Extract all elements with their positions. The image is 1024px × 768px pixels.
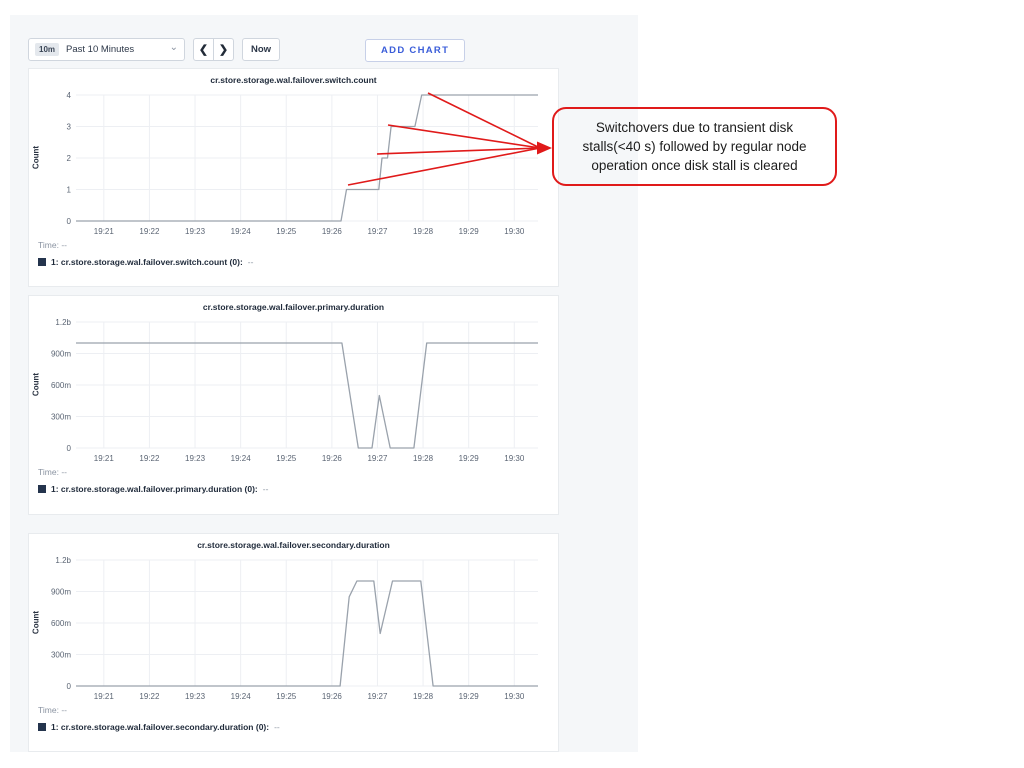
chart-title: cr.store.storage.wal.failover.primary.du…	[202, 302, 385, 312]
time-range-badge: 10m	[35, 43, 60, 56]
svg-text:19:29: 19:29	[459, 692, 480, 701]
legend-swatch	[38, 723, 46, 731]
switch-count-chart[interactable]: 19:21 19:22 19:23 19:24 19:25 19:26 19:27 19:28…	[29, 87, 558, 239]
svg-text:19:23: 19:23	[185, 692, 206, 701]
legend-row: 1: cr.store.storage.wal.failover.switch.…	[38, 257, 558, 267]
legend-row: 1: cr.store.storage.wal.failover.seconda…	[38, 722, 558, 732]
time-nav-group: ❮ ❯	[193, 38, 234, 61]
svg-text:19:30: 19:30	[504, 692, 525, 701]
legend-swatch	[38, 485, 46, 493]
annotation-text: Switchovers due to transient disk stalls…	[582, 119, 807, 174]
svg-text:19:21: 19:21	[94, 692, 115, 701]
next-time-button[interactable]: ❯	[213, 38, 234, 61]
svg-text:1: 1	[67, 186, 72, 195]
svg-text:19:24: 19:24	[231, 227, 252, 236]
svg-text:900m: 900m	[51, 350, 71, 359]
time-readout: Time: --	[38, 705, 67, 715]
svg-text:19:26: 19:26	[322, 454, 343, 463]
svg-text:19:25: 19:25	[276, 227, 297, 236]
svg-text:19:25: 19:25	[276, 692, 297, 701]
svg-text:19:27: 19:27	[367, 692, 388, 701]
svg-text:19:27: 19:27	[367, 454, 388, 463]
annotation-callout: Switchovers due to transient disk stalls…	[552, 107, 837, 186]
y-axis-label: Count	[31, 145, 41, 170]
svg-text:19:30: 19:30	[504, 227, 525, 236]
svg-text:19:21: 19:21	[94, 454, 115, 463]
svg-text:300m: 300m	[51, 651, 71, 660]
svg-text:19:29: 19:29	[459, 454, 480, 463]
svg-text:19:23: 19:23	[185, 454, 206, 463]
svg-text:19:25: 19:25	[276, 454, 297, 463]
svg-text:19:28: 19:28	[413, 692, 434, 701]
chart-title: cr.store.storage.wal.failover.secondary.…	[197, 540, 390, 550]
svg-text:3: 3	[67, 123, 72, 132]
chart-title: cr.store.storage.wal.failover.switch.cou…	[210, 75, 377, 85]
svg-text:0: 0	[67, 682, 72, 691]
svg-text:300m: 300m	[51, 413, 71, 422]
chart-card-secondary-duration: cr.store.storage.wal.failover.secondary.…	[28, 533, 559, 752]
svg-text:2: 2	[67, 154, 72, 163]
time-readout: Time: --	[38, 240, 67, 250]
svg-text:600m: 600m	[51, 619, 71, 628]
svg-text:19:24: 19:24	[231, 692, 252, 701]
svg-text:900m: 900m	[51, 588, 71, 597]
y-axis-label: Count	[31, 610, 41, 635]
svg-text:19:22: 19:22	[139, 454, 160, 463]
legend-swatch	[38, 258, 46, 266]
chevron-down-icon: ⌄	[169, 41, 178, 53]
chart-card-primary-duration: cr.store.storage.wal.failover.primary.du…	[28, 295, 559, 515]
y-axis-label: Count	[31, 372, 41, 397]
svg-text:19:29: 19:29	[459, 227, 480, 236]
time-range-label: Past 10 Minutes	[66, 44, 135, 55]
svg-text:600m: 600m	[51, 381, 71, 390]
svg-text:1.2b: 1.2b	[55, 556, 71, 565]
svg-text:19:27: 19:27	[367, 227, 388, 236]
time-readout: Time: --	[38, 467, 67, 477]
now-button[interactable]: Now	[242, 38, 281, 61]
svg-text:4: 4	[67, 91, 72, 100]
legend-row: 1: cr.store.storage.wal.failover.primary…	[38, 484, 558, 494]
svg-text:1.2b: 1.2b	[55, 318, 71, 327]
svg-text:0: 0	[67, 444, 72, 453]
chart-card-switch-count: cr.store.storage.wal.failover.switch.cou…	[28, 68, 559, 287]
primary-duration-chart[interactable]: 19:21 19:22 19:23 19:24 19:25 19:26 19:27 19:28…	[29, 314, 558, 466]
svg-text:19:24: 19:24	[231, 454, 252, 463]
svg-text:19:22: 19:22	[139, 227, 160, 236]
metrics-panel: 10m Past 10 Minutes ⌄ ❮ ❯ Now ADD CHART …	[10, 15, 638, 752]
add-chart-button[interactable]: ADD CHART	[365, 39, 466, 62]
time-range-dropdown[interactable]: 10m Past 10 Minutes ⌄	[28, 38, 185, 61]
svg-text:0: 0	[67, 217, 72, 226]
svg-text:19:21: 19:21	[94, 227, 115, 236]
svg-text:19:26: 19:26	[322, 692, 343, 701]
prev-time-button[interactable]: ❮	[193, 38, 214, 61]
svg-text:19:26: 19:26	[322, 227, 343, 236]
svg-text:19:22: 19:22	[139, 692, 160, 701]
svg-text:19:23: 19:23	[185, 227, 206, 236]
secondary-duration-chart[interactable]: 19:21 19:22 19:23 19:24 19:25 19:26 19:27 19:28…	[29, 552, 558, 704]
svg-text:19:30: 19:30	[504, 454, 525, 463]
svg-text:19:28: 19:28	[413, 227, 434, 236]
svg-text:19:28: 19:28	[413, 454, 434, 463]
